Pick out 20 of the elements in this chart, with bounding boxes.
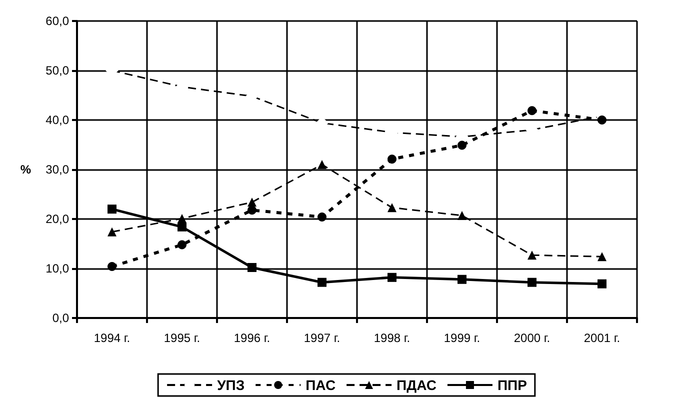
x-tick-label: 1998 г.	[374, 331, 410, 345]
x-tick-label: 2001 г.	[584, 331, 620, 345]
y-tick-label: 60,0	[46, 14, 70, 28]
legend-label: ППР	[497, 377, 527, 393]
x-tick-label: 1995 г.	[164, 331, 200, 345]
legend-label: ПАС	[306, 377, 336, 393]
y-tick-label: 30,0	[46, 162, 70, 176]
y-axis-title: %	[20, 162, 32, 176]
x-tick-label: 2000 г.	[514, 331, 550, 345]
x-tick-label: 1994 г.	[94, 331, 130, 345]
x-tick-label: 1999 г.	[444, 331, 480, 345]
y-tick-label: 50,0	[46, 64, 70, 78]
y-tick-label: 20,0	[46, 212, 70, 226]
x-tick-label: 1997 г.	[304, 331, 340, 345]
x-tick-label: 1996 г.	[234, 331, 270, 345]
legend-label: ПДАС	[396, 377, 436, 393]
y-tick-label: 10,0	[46, 262, 70, 276]
y-tick-label: 0,0	[52, 311, 70, 325]
legend-label: УПЗ	[217, 377, 245, 393]
y-tick-label: 40,0	[46, 113, 70, 127]
